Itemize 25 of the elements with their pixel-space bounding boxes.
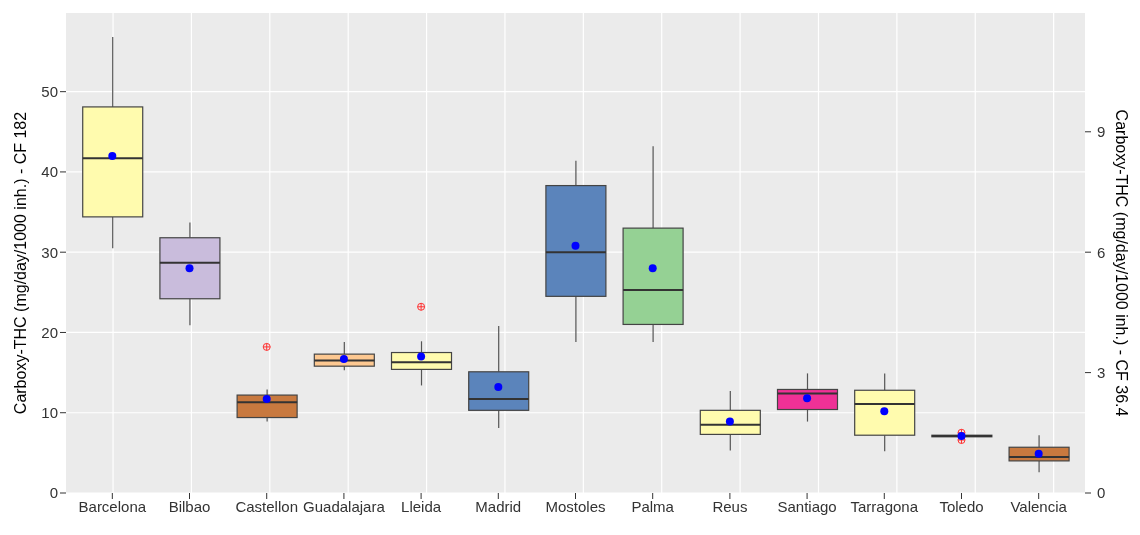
x-tick-label: Castellon xyxy=(235,497,298,515)
y-axis-title: Carboxy-THC (mg/day/1000 inh.) - CF 182 xyxy=(12,111,30,415)
y-tick-label: 10 xyxy=(41,404,58,422)
y-tick-label: 30 xyxy=(41,243,58,261)
y-tick-label: 20 xyxy=(41,323,58,341)
y2-tick-label: 6 xyxy=(1097,243,1106,261)
y2-tick-label: 3 xyxy=(1097,363,1106,381)
y2-tick-label: 0 xyxy=(1097,484,1106,502)
x-tick-label: Barcelona xyxy=(78,497,147,515)
x-tick-label: Madrid xyxy=(475,497,522,515)
x-tick-label: Santiago xyxy=(777,497,837,515)
x-tick-label: Guadalajara xyxy=(303,497,386,515)
x-tick-label: Palma xyxy=(631,497,675,515)
x-tick-label: Lleida xyxy=(401,497,442,515)
y2-axis-title: Carboxy-THC (mg/day/1000 inh.) - CF 36.4 xyxy=(1112,109,1130,417)
x-tick-label: Tarragona xyxy=(850,497,919,515)
x-tick-label: Toledo xyxy=(939,497,984,515)
y-tick-label: 0 xyxy=(49,484,58,502)
y-tick-label: 40 xyxy=(41,163,58,181)
y-tick-label: 50 xyxy=(41,82,58,100)
x-tick-label: Bilbao xyxy=(168,497,211,515)
x-tick-label: Reus xyxy=(712,497,748,515)
y2-tick-label: 9 xyxy=(1097,123,1106,141)
x-tick-label: Valencia xyxy=(1010,497,1068,515)
x-tick-label: Mostoles xyxy=(545,497,606,515)
